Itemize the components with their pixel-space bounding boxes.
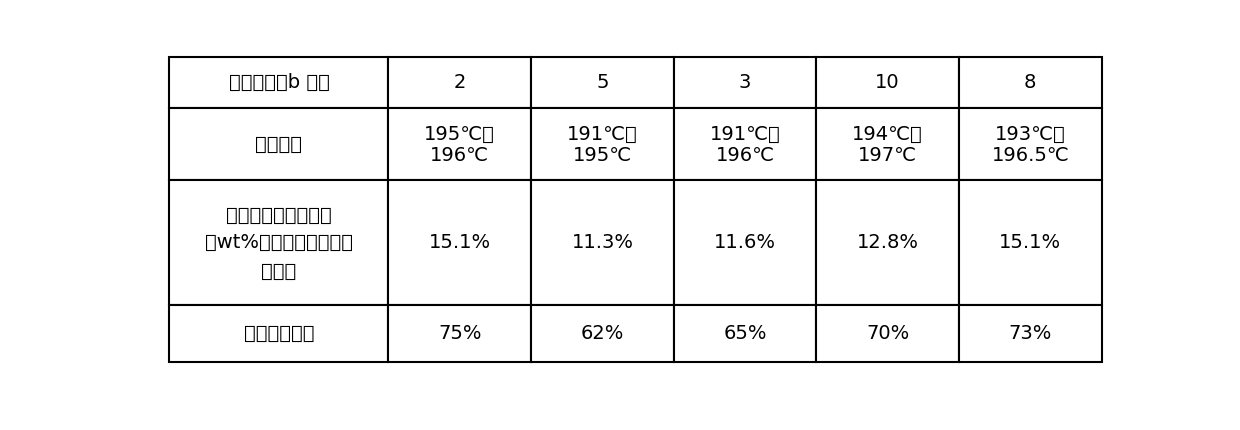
Text: 62%: 62% [580, 324, 624, 343]
Text: 15.1%: 15.1% [999, 233, 1061, 252]
Bar [673, 57, 816, 108]
Bar [531, 108, 673, 180]
Text: 2: 2 [454, 73, 466, 92]
Text: 73%: 73% [1008, 324, 1052, 343]
Text: 重量）: 重量） [262, 262, 296, 281]
Text: 195℃: 195℃ [573, 146, 632, 165]
Bar [816, 57, 959, 108]
Text: 8: 8 [1024, 73, 1037, 92]
Text: 10: 10 [875, 73, 900, 92]
Bar [170, 108, 388, 180]
Bar [816, 108, 959, 180]
Text: 194℃～: 194℃～ [852, 124, 923, 144]
Bar [388, 108, 531, 180]
Bar [531, 305, 673, 362]
Text: 5: 5 [596, 73, 609, 92]
Bar [673, 180, 816, 305]
Text: 产品熔程: 产品熔程 [255, 135, 303, 154]
Text: 70%: 70% [866, 324, 909, 343]
Bar [673, 108, 816, 180]
Bar [388, 305, 531, 362]
Text: 196℃: 196℃ [430, 146, 490, 165]
Text: 产品热收缩率: 产品热收缩率 [244, 324, 314, 343]
Text: 193℃～: 193℃～ [994, 124, 1065, 144]
Text: （wt%，占对苯二甲酸的: （wt%，占对苯二甲酸的 [205, 233, 353, 252]
Bar [170, 180, 388, 305]
Text: 191℃～: 191℃～ [567, 124, 637, 144]
Text: 11.6%: 11.6% [714, 233, 776, 252]
Text: 196℃: 196℃ [715, 146, 775, 165]
Bar [531, 180, 673, 305]
Text: 12.8%: 12.8% [857, 233, 919, 252]
Bar [959, 108, 1101, 180]
Text: 15.1%: 15.1% [429, 233, 491, 252]
Text: 3: 3 [739, 73, 751, 92]
Text: 65%: 65% [723, 324, 766, 343]
Text: 197℃: 197℃ [858, 146, 918, 165]
Text: 11.3%: 11.3% [572, 233, 634, 252]
Bar [673, 305, 816, 362]
Text: 191℃～: 191℃～ [709, 124, 780, 144]
Bar [959, 305, 1101, 362]
Text: 75%: 75% [438, 324, 481, 343]
Bar [388, 57, 531, 108]
Bar [959, 57, 1101, 108]
Bar [388, 180, 531, 305]
Text: 产品中新戊二醇含量: 产品中新戊二醇含量 [226, 206, 332, 225]
Bar [531, 57, 673, 108]
Text: 195℃～: 195℃～ [424, 124, 495, 144]
Text: 产品色相（b 値）: 产品色相（b 値） [228, 73, 330, 92]
Bar [816, 180, 959, 305]
Text: 196.5℃: 196.5℃ [992, 146, 1069, 165]
Bar [816, 305, 959, 362]
Bar [170, 305, 388, 362]
Bar [959, 180, 1101, 305]
Bar [170, 57, 388, 108]
